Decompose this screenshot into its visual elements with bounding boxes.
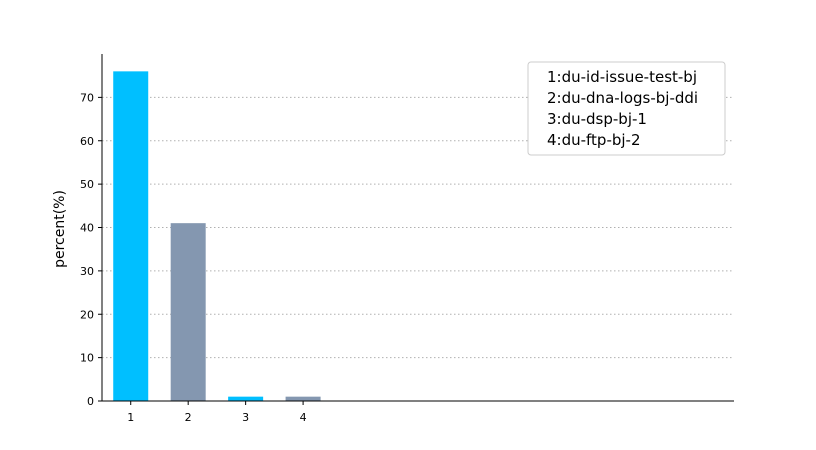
y-axis-title: percent(%): [52, 190, 68, 268]
y-tick-label: 70: [80, 91, 94, 104]
y-ticks: 0 10 20 30 40 50 60 70: [80, 91, 102, 408]
y-tick-label: 0: [87, 395, 94, 408]
bar-2: [170, 223, 206, 401]
y-tick-label: 40: [80, 222, 94, 235]
x-tick-label: 4: [300, 411, 307, 424]
bar-3: [228, 396, 264, 401]
legend: 1:du-id-issue-test-bj 2:du-dna-logs-bj-dd…: [527, 61, 726, 156]
legend-box: [527, 61, 726, 156]
x-tick-label: 3: [242, 411, 249, 424]
x-tick-label: 2: [185, 411, 192, 424]
y-tick-label: 50: [80, 178, 94, 191]
y-tick-label: 30: [80, 265, 94, 278]
bar-4: [285, 396, 321, 401]
y-tick-label: 10: [80, 352, 94, 365]
legend-entry: 1:du-id-issue-test-bj: [547, 68, 697, 86]
x-tick-label: 1: [127, 411, 134, 424]
y-tick-label: 60: [80, 135, 94, 148]
legend-entry: 3:du-dsp-bj-1: [547, 110, 647, 128]
bars: [113, 71, 321, 401]
gridlines: [102, 96, 734, 359]
y-tick-label: 20: [80, 308, 94, 321]
legend-entry: 2:du-dna-logs-bj-ddi: [547, 89, 698, 107]
x-ticks: 1 2 3 4: [127, 401, 307, 424]
bar-1: [113, 71, 149, 401]
legend-entry: 4:du-ftp-bj-2: [547, 131, 641, 149]
